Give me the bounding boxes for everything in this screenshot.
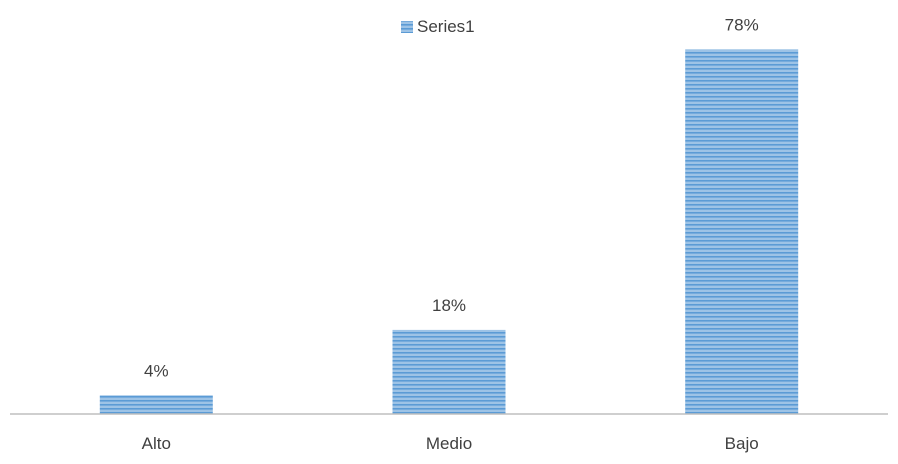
data-label-bajo: 78% (725, 15, 759, 34)
data-label-alto: 4% (144, 361, 169, 380)
x-axis-labels: Alto Medio Bajo (142, 434, 759, 453)
bar-bajo (685, 49, 799, 415)
x-axis-label-alto: Alto (142, 434, 171, 453)
bars (99, 49, 799, 415)
legend-swatch-series1 (401, 21, 413, 33)
x-axis-label-bajo: Bajo (725, 434, 759, 453)
bar-medio (392, 329, 506, 414)
legend-label-series1: Series1 (417, 17, 475, 36)
x-axis-label-medio: Medio (426, 434, 472, 453)
legend: Series1 (401, 17, 475, 36)
bar-alto (99, 395, 213, 414)
data-label-medio: 18% (432, 296, 466, 315)
data-labels: 4% 18% 78% (144, 15, 759, 380)
